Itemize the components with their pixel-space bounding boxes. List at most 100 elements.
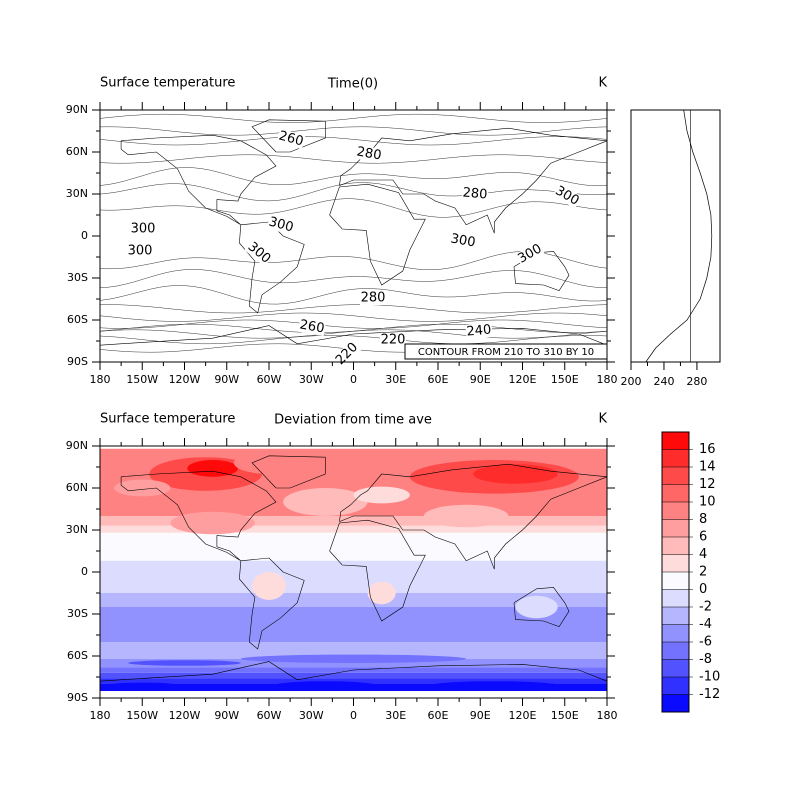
lat-tick-label: 0 — [81, 565, 88, 578]
lon-tick-label: 180 — [597, 373, 618, 386]
coastline — [513, 587, 570, 627]
contour-label: 240 — [466, 322, 492, 339]
contour-line — [99, 329, 608, 339]
lat-tick-label: 60S — [67, 649, 88, 662]
lon-tick-label: 90E — [470, 373, 491, 386]
coastline — [339, 463, 608, 570]
coastline — [339, 127, 608, 234]
lon-tick-label: 150W — [126, 709, 158, 722]
coastline — [329, 183, 426, 286]
lon-tick-label: 60W — [257, 709, 282, 722]
shade-band — [100, 642, 607, 659]
contour-label-bg — [461, 185, 489, 203]
lon-tick-label: 0 — [350, 709, 357, 722]
info-box — [404, 343, 608, 360]
contour-label-bg — [332, 339, 362, 369]
lat-tick-label: 60N — [66, 145, 88, 158]
coastline — [251, 455, 326, 489]
coastline — [120, 134, 277, 226]
lat-tick-label: 30N — [66, 523, 88, 536]
shade-blob — [269, 681, 382, 691]
lat-tick-label: 60S — [67, 313, 88, 326]
shade-band — [100, 672, 607, 679]
lon-tick-label: 0 — [350, 373, 357, 386]
colorbar-box — [662, 502, 689, 520]
shade-band — [100, 525, 607, 533]
contour-line — [99, 312, 608, 322]
colorbar-box — [662, 484, 689, 502]
left-title: Surface temperature — [100, 412, 235, 427]
lat-tick-label: 60N — [66, 481, 88, 494]
shade-blob — [367, 581, 396, 605]
info-box-text: CONTOUR FROM 210 TO 310 BY 10 — [418, 347, 594, 358]
shade-blob — [187, 460, 239, 477]
lat-tick-label: 90N — [66, 439, 88, 452]
colorbar-label: 8 — [699, 512, 707, 527]
contour-label-bg — [354, 144, 384, 164]
x-tick-label: 280 — [686, 375, 707, 388]
contour-label-bg — [276, 128, 306, 150]
lon-tick-label: 30W — [299, 709, 324, 722]
contour-label-bg — [266, 214, 296, 236]
contour-label-bg — [448, 231, 478, 251]
contour-label: 300 — [131, 222, 156, 237]
zonal-frame — [630, 109, 721, 363]
contour-label: 300 — [449, 231, 476, 250]
contour-line — [99, 136, 608, 146]
shade-blob — [283, 488, 368, 516]
colorbar-label: -12 — [699, 687, 720, 702]
lon-tick-label: 30E — [385, 373, 406, 386]
colorbar-label: -10 — [699, 670, 720, 685]
lon-tick-label: 180 — [90, 373, 111, 386]
shade-band — [100, 678, 607, 684]
shaded-field — [100, 448, 607, 691]
shade-blob — [114, 479, 171, 497]
contour-label: 220 — [381, 333, 406, 348]
lon-tick-label: 120E — [509, 709, 537, 722]
contour-label: 300 — [128, 244, 153, 259]
lon-tick-label: 180 — [597, 709, 618, 722]
contour-label: 260 — [298, 317, 325, 336]
contour-label-bg — [515, 241, 545, 267]
contour-line — [99, 113, 608, 123]
colorbar-box — [662, 642, 689, 660]
colorbar-label: 2 — [699, 565, 707, 580]
contour-line — [99, 335, 608, 345]
contour-label: 280 — [462, 185, 488, 202]
contour-line — [99, 269, 608, 288]
colorbar-label: -2 — [699, 600, 712, 615]
lon-tick-label: 60E — [428, 709, 449, 722]
lat-tick-label: 30S — [67, 271, 88, 284]
colorbar-box — [662, 624, 689, 642]
contour-line — [99, 126, 608, 136]
coastline — [99, 325, 608, 346]
coastline — [239, 557, 305, 650]
colorbar-box — [662, 554, 689, 572]
colorbar-label: 14 — [699, 460, 716, 475]
lon-tick-label: 60E — [428, 373, 449, 386]
colorbar-label: 16 — [699, 442, 716, 457]
colorbar-box — [662, 589, 689, 607]
left-title: Surface temperature — [100, 76, 235, 91]
x-tick-label: 200 — [621, 375, 642, 388]
shade-band — [100, 658, 607, 668]
lat-tick-label: 30S — [67, 607, 88, 620]
contour-label-bg — [380, 333, 406, 347]
colorbar-label: 4 — [699, 547, 707, 562]
contour-line — [99, 182, 608, 202]
shade-band — [100, 560, 607, 593]
shade-band — [100, 516, 607, 526]
contour-line — [99, 285, 608, 305]
colorbar-box — [662, 537, 689, 555]
x-tick-label: 240 — [653, 375, 674, 388]
lon-tick-label: 30W — [299, 373, 324, 386]
lat-tick-label: 30N — [66, 187, 88, 200]
right-title: K — [598, 76, 607, 91]
lon-tick-label: 30E — [385, 709, 406, 722]
colorbar-box — [662, 519, 689, 537]
contour-line — [99, 167, 608, 187]
contour-label: 280 — [355, 144, 382, 163]
shade-blob — [170, 511, 255, 535]
lon-tick-label: 120E — [509, 373, 537, 386]
